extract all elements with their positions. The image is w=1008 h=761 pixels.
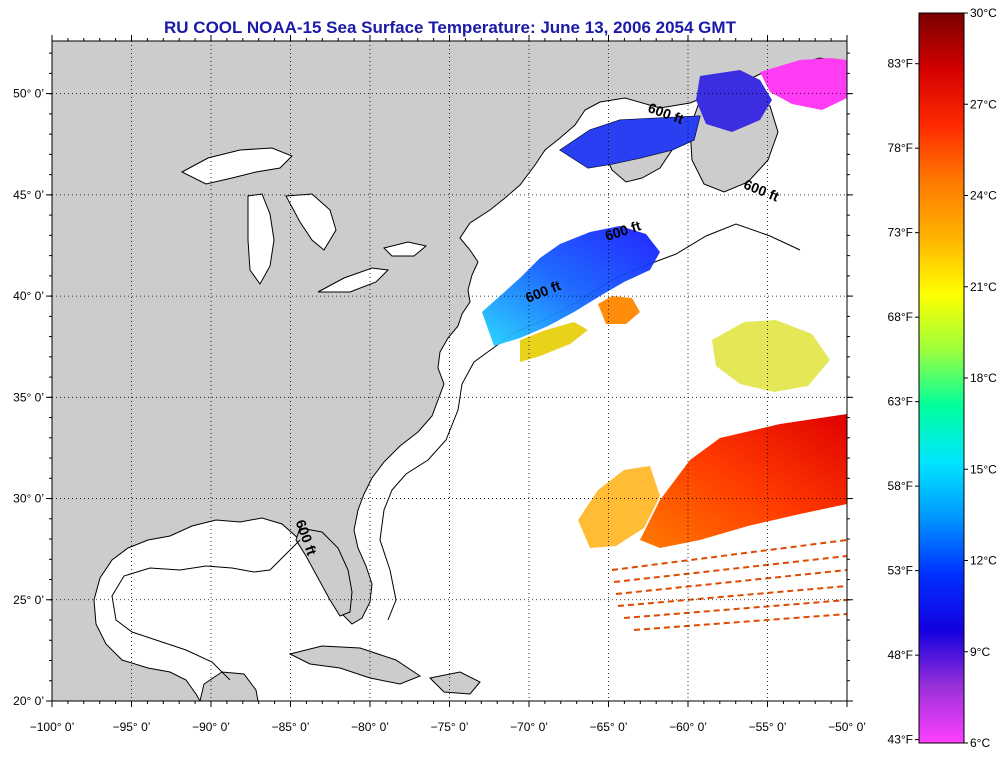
sst-yellow-band [520,322,588,362]
colorbar-label-fahrenheit: 48°F [888,648,913,662]
colorbar: 30°C 27°C 24°C 21°C 18°C 15°C 12°C 9°C 6°C 83°F 78… [888,6,998,750]
colorbar-scale [918,12,965,744]
lat-tick-label: 25° 0’ [13,593,44,607]
lat-tick-label: 35° 0’ [13,390,44,404]
lat-tick-label: 45° 0’ [13,188,44,202]
colorbar-label-fahrenheit: 83°F [888,57,913,71]
colorbar-label-fahrenheit: 63°F [888,395,913,409]
land-florida [295,527,353,617]
colorbar-label-celsius: 21°C [970,280,997,294]
lat-tick-label: 30° 0’ [13,492,44,506]
sst-cool-shelf [482,226,660,346]
lake-michigan [247,193,275,285]
sst-striped-south [611,539,847,631]
colorbar-label-fahrenheit: 78°F [888,141,913,155]
sst-gulf-st-lawrence [560,116,700,168]
lake-erie [317,267,390,293]
lon-tick-label: −50° 0’ [828,720,866,734]
lon-tick-label: −60° 0’ [669,720,707,734]
colorbar-label-fahrenheit: 58°F [888,479,913,493]
lat-tick-label: 50° 0’ [13,87,44,101]
lake-ontario [383,241,428,257]
map-title: RU COOL NOAA-15 Sea Surface Temperature:… [164,18,736,37]
latitude-axis: 20° 0’ 25° 0’ 30° 0’ 35° 0’ 40° 0’ 45° 0’ 50° … [13,52,853,708]
colorbar-label-celsius: 6°C [970,736,990,750]
lat-lon-grid [52,41,847,701]
colorbar-label-celsius: 9°C [970,645,990,659]
colorbar-labels: 30°C 27°C 24°C 21°C 18°C 15°C 12°C 9°C 6°C 83°F 78… [888,6,998,750]
lon-tick-label: −100° 0’ [30,720,75,734]
lon-tick-label: −70° 0’ [510,720,548,734]
sst-labrador-blue [696,70,772,132]
colorbar-label-fahrenheit: 53°F [888,564,913,578]
colorbar-label-celsius: 15°C [970,462,997,476]
lake-huron [285,193,337,251]
sst-labrador-magenta [760,58,847,110]
lon-tick-label: −80° 0’ [351,720,389,734]
lat-tick-label: 20° 0’ [13,694,44,708]
land-hispaniola [428,671,481,695]
lon-tick-label: −75° 0’ [431,720,469,734]
lon-tick-label: −55° 0’ [749,720,787,734]
colorbar-label-fahrenheit: 43°F [888,733,913,747]
lon-tick-label: −85° 0’ [272,720,310,734]
colorbar-label-fahrenheit: 73°F [888,226,913,240]
sst-warm-west [578,466,660,548]
lon-tick-label: −90° 0’ [192,720,230,734]
colorbar-label-fahrenheit: 68°F [888,310,913,324]
depth-contour-600ft [111,223,801,681]
sst-mid-atlantic-patch [712,320,830,392]
land-yucatan [199,671,259,701]
colorbar-label-celsius: 18°C [970,371,997,385]
longitude-axis: −100° 0’ −95° 0’ −90° 0’ −85° 0’ −80° 0’ −75°… [30,35,866,734]
lon-tick-label: −95° 0’ [113,720,151,734]
sst-warm-swath [640,414,847,548]
colorbar-label-celsius: 30°C [970,6,997,20]
lake-superior [180,147,293,185]
lon-tick-label: −65° 0’ [590,720,628,734]
land-cuba [288,645,422,685]
lat-tick-label: 40° 0’ [13,289,44,303]
colorbar-label-celsius: 12°C [970,554,997,568]
colorbar-label-celsius: 24°C [970,189,997,203]
colorbar-label-celsius: 27°C [970,97,997,111]
